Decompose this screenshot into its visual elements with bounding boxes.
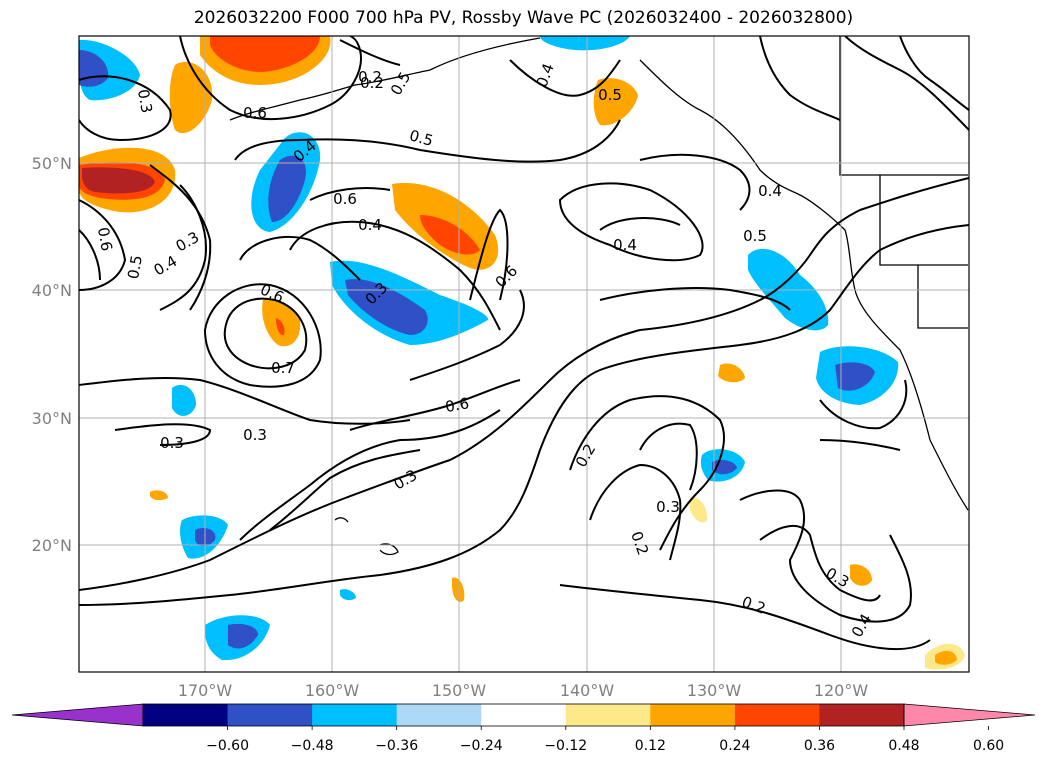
colorbar-frame <box>142 703 905 727</box>
contour-label: 0.3 <box>160 434 184 452</box>
contour-label: 0.4 <box>358 216 382 234</box>
positive-anomaly-fills <box>79 36 965 670</box>
colorbar-segment <box>396 704 482 726</box>
negative-anomaly-fills <box>79 36 899 661</box>
lon-label: 170°W <box>178 681 233 700</box>
lon-label: 160°W <box>305 681 360 700</box>
colorbar-segment <box>312 704 398 726</box>
colorbar-segment <box>143 704 229 726</box>
colorbar-tick-label: 0.12 <box>635 738 666 754</box>
pv-contours <box>79 36 969 650</box>
contour-label: 0.7 <box>271 359 295 377</box>
colorbar-tick-label: −0.48 <box>291 738 334 754</box>
contour-label: 0.6 <box>243 104 267 122</box>
longitude-labels: 170°W 160°W 150°W 140°W 130°W 120°W <box>178 681 869 700</box>
colorbar-tick-label: −0.12 <box>544 738 587 754</box>
colorbar-segment <box>565 704 651 726</box>
colorbar-extend-low <box>11 703 144 727</box>
contour-label: 0.5 <box>407 126 435 150</box>
contour-label: 0.6 <box>94 226 116 253</box>
lat-label: 30°N <box>32 409 72 428</box>
colorbar-extend-high <box>903 703 1036 727</box>
colorbar-tick-label: −0.36 <box>375 738 418 754</box>
colorbar-segment <box>227 704 313 726</box>
contour-label: 0.3 <box>656 498 680 516</box>
contour-label: 0.5 <box>598 86 622 104</box>
contour-label: 0.3 <box>134 88 156 115</box>
colorbar-segment <box>734 704 820 726</box>
map-area: 0.3 0.2 0.5 0.6 0.4 0.5 0.3 0.5 0.2 0.4 … <box>79 36 969 672</box>
colorbar-tick-label: 0.24 <box>719 738 750 754</box>
lon-label: 130°W <box>687 681 742 700</box>
colorbar: −0.60 −0.48 −0.36 −0.24 −0.12 0.12 0.24 0.36 0.4… <box>11 703 1036 754</box>
latitude-labels: 50°N 40°N 30°N 20°N <box>32 154 72 555</box>
contour-label: 0.4 <box>613 236 637 254</box>
contour-label: 0.5 <box>743 227 767 245</box>
graticule <box>79 36 969 672</box>
coastlines <box>229 36 969 556</box>
lat-label: 20°N <box>32 536 72 555</box>
map-title: 2026032200 F000 700 hPa PV, Rossby Wave … <box>193 8 854 28</box>
colorbar-tick-label: 0.48 <box>888 738 919 754</box>
colorbar-segment <box>650 704 736 726</box>
contour-label: 0.3 <box>243 426 267 444</box>
lat-label: 50°N <box>32 154 72 173</box>
lon-label: 140°W <box>560 681 615 700</box>
colorbar-tick-label: 0.60 <box>973 738 1004 754</box>
colorbar-segment <box>819 704 905 726</box>
map-frame <box>78 35 970 673</box>
lon-label: 120°W <box>814 681 869 700</box>
contour-label: 0.2 <box>360 74 384 92</box>
contour-label: 0.5 <box>124 254 146 281</box>
contour-label: 0.4 <box>758 182 782 200</box>
colorbar-segment <box>481 704 567 726</box>
contour-label: 0.6 <box>333 190 357 208</box>
contour-label: 0.6 <box>444 394 471 416</box>
lon-label: 150°W <box>432 681 487 700</box>
colorbar-tick-label: −0.24 <box>460 738 503 754</box>
colorbar-tick-label: 0.36 <box>804 738 835 754</box>
colorbar-tick-label: −0.60 <box>206 738 249 754</box>
lat-label: 40°N <box>32 281 72 300</box>
contour-label: 0.2 <box>358 68 382 86</box>
